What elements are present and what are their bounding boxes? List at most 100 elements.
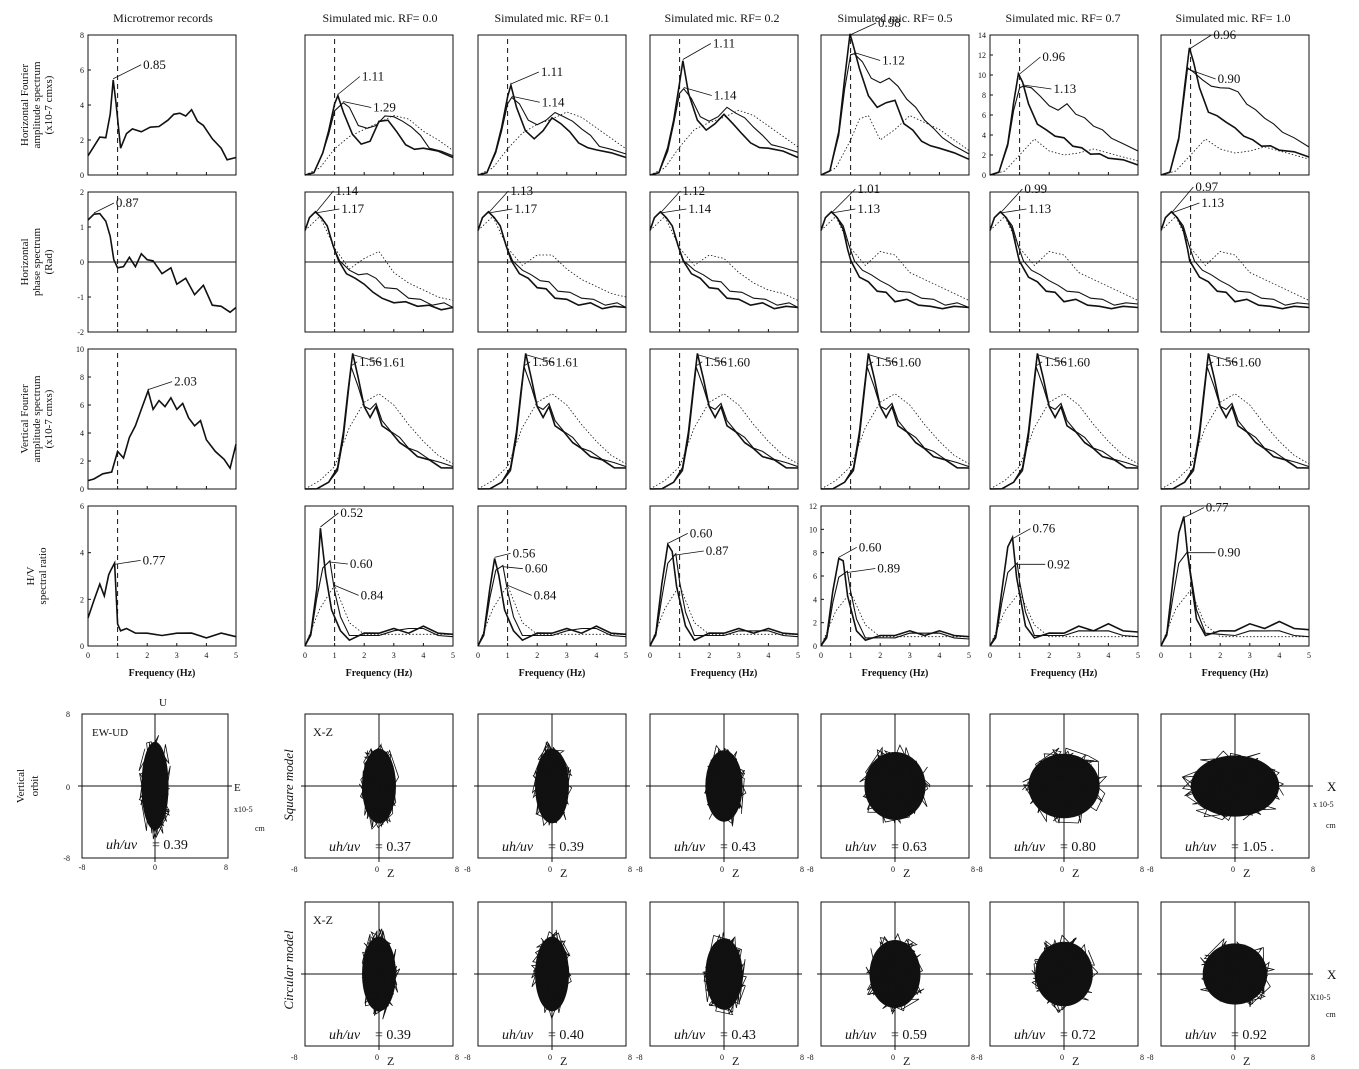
x-axis-label: Frequency (Hz) — [519, 668, 586, 679]
y-tick-label: 0 — [982, 171, 986, 180]
series-line-1 — [820, 53, 970, 176]
orbit-tick-label: -8 — [807, 1053, 814, 1062]
orbit-trace — [358, 743, 400, 830]
series-line-0 — [649, 542, 799, 647]
x-tick-label: 4 — [204, 651, 208, 660]
y-tick-label: 6 — [80, 401, 84, 410]
peak-annotation: 1.14 — [542, 94, 565, 109]
series-line-0 — [87, 388, 237, 482]
ratio-value: = 0.39 — [548, 840, 584, 855]
panel-r3-c3: 0 1 2 3 4 5 Frequency (Hz) 0.60 0.87 — [648, 505, 800, 679]
annotation-leader — [695, 361, 703, 367]
row-label-0: Horizontal Fourier amplitude spectrum (x10… — [19, 61, 55, 149]
series-line-1 — [304, 559, 454, 647]
model-label-text: Circular model — [281, 930, 296, 1010]
x-tick-label: 2 — [535, 651, 539, 660]
x-tick-label: 0 — [303, 651, 307, 660]
axis-U-label: U — [159, 697, 167, 709]
peak-annotation: 0.76 — [1032, 521, 1055, 536]
ratio-value: = 0.43 — [720, 840, 756, 855]
series-line-0 — [477, 353, 627, 490]
peak-annotation: 1.11 — [713, 36, 735, 51]
axis-Z-label: Z — [1072, 866, 1079, 880]
orbit-trace — [1031, 934, 1099, 1014]
orbit-tick-label: 8 — [1311, 1053, 1315, 1062]
series-line-1 — [477, 211, 627, 308]
axis-Z-label: Z — [903, 1054, 910, 1068]
series-line-1 — [1160, 550, 1310, 647]
annotation-leader — [1171, 186, 1194, 214]
annotation-leader — [1000, 208, 1027, 214]
y-tick-label: 10 — [809, 525, 817, 534]
panel-r0-c3: 1.11 1.14 — [649, 34, 799, 176]
peak-annotation: 0.97 — [1195, 179, 1218, 194]
panel-frame — [1160, 34, 1310, 176]
x-tick-label: 4 — [766, 651, 770, 660]
series-line-1 — [989, 211, 1139, 306]
y-tick-label: 0 — [80, 642, 84, 651]
x-tick-label: 5 — [624, 651, 628, 660]
panel-r3-c0: 0 2 4 6 0 1 2 3 4 5 Frequency (Hz) 0.77 — [80, 502, 238, 679]
x-tick-label: 3 — [1077, 651, 1081, 660]
annotation-leader — [315, 208, 340, 214]
x-tick-label: 0 — [819, 651, 823, 660]
series-line-1 — [304, 101, 454, 176]
peak-annotation: 1.01 — [857, 181, 880, 196]
x-tick-label: 5 — [967, 651, 971, 660]
panel-r2-c1: 1.611.56 — [304, 348, 454, 490]
peak-annotation: 1.56 — [359, 354, 382, 369]
peak-annotation: 1.56 — [1215, 354, 1238, 369]
x-tick-label: 3 — [908, 651, 912, 660]
panel-r1-c5: 0.99 1.13 — [989, 181, 1139, 333]
y-tick-label: 1 — [80, 223, 84, 232]
series-line-0 — [87, 560, 237, 639]
row-label-line: Vertical Fourier — [19, 384, 31, 454]
x-tick-label: 5 — [1307, 651, 1311, 660]
series-line-0 — [1160, 47, 1310, 176]
orbit-tick-label: -8 — [636, 1053, 643, 1062]
orbit-tick-label: 0 — [891, 1053, 895, 1062]
peak-annotation: 1.56 — [1044, 354, 1067, 369]
series-line-2 — [304, 215, 454, 301]
orbit-tick-label: 8 — [628, 1053, 632, 1062]
panel-r2-c0: 0 2 4 6 8 10 2.03 — [76, 345, 237, 494]
annotation-leader — [343, 101, 372, 108]
orbit-component-label: EW-UD — [92, 727, 128, 739]
orbit-trace — [701, 932, 747, 1016]
column-title-0: Microtremor records — [113, 11, 213, 25]
panel-frame — [649, 505, 799, 647]
series-line-2 — [304, 393, 454, 490]
panel-r2-c5: 1.601.56 — [989, 348, 1139, 490]
annotation-leader — [488, 208, 513, 214]
peak-annotation: 1.29 — [373, 100, 396, 115]
orbit-square-4: uh/uv = 0.80 Z -8 0 8 — [976, 713, 1144, 880]
orbit-trace — [859, 744, 931, 825]
series-line-0 — [304, 93, 454, 176]
x-tick-label: 4 — [937, 651, 941, 660]
series-line-0 — [1160, 353, 1310, 490]
orbit-trace — [530, 929, 572, 1020]
peak-annotation: 1.60 — [1067, 355, 1090, 370]
spectra-panels: 0 2 4 6 8 0.85 1.11 1.29 1.11 1.14 1.11 1.14 0.98 1.1… — [76, 15, 1311, 679]
peak-annotation: 0.77 — [1206, 500, 1229, 515]
peak-annotation: 1.13 — [510, 183, 533, 198]
panel-frame — [304, 348, 454, 490]
column-title-1: Simulated mic. RF= 0.0 — [322, 11, 437, 25]
ratio-value: = 0.39 — [375, 1028, 411, 1043]
annotation-leader — [510, 71, 540, 85]
y-tick-label: 0 — [813, 642, 817, 651]
ratio-prefix: uh/uv — [1014, 840, 1046, 855]
orbit-tick-label: 0 — [375, 1053, 379, 1062]
orbit-trace — [361, 928, 401, 1020]
annotation-leader — [523, 361, 531, 367]
series-line-1 — [649, 87, 799, 176]
orbit-tick-label: -8 — [807, 865, 814, 874]
annotation-leader — [1183, 507, 1204, 519]
peak-annotation: 1.17 — [341, 201, 364, 216]
annotation-leader — [352, 354, 381, 363]
row-label-line: H/V — [25, 566, 37, 585]
y-tick-label: 8 — [982, 91, 986, 100]
panel-r1-c6: 0.971.13 — [1160, 179, 1310, 333]
x-tick-label: 1 — [678, 651, 682, 660]
